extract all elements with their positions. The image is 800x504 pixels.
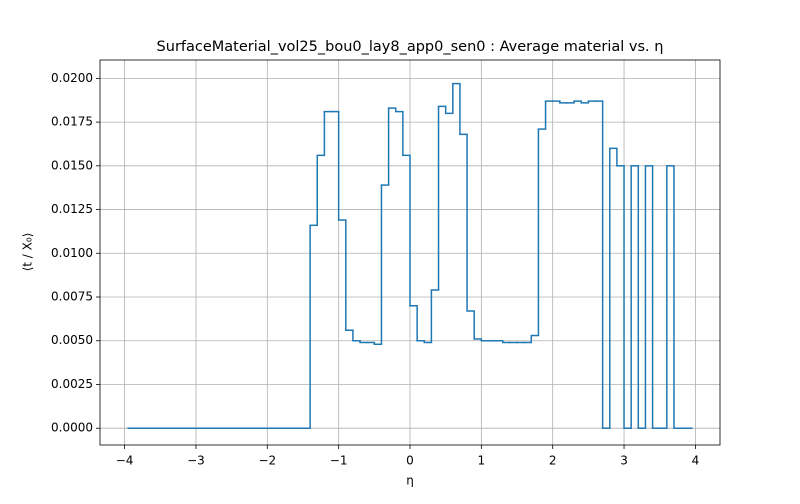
y-tick-label: 0.0200 bbox=[51, 71, 93, 85]
y-tick-label: 0.0150 bbox=[51, 158, 93, 172]
x-tick-label: −1 bbox=[330, 454, 348, 468]
x-tick-label: 1 bbox=[478, 454, 486, 468]
x-tick-label: −3 bbox=[187, 454, 205, 468]
chart-title: SurfaceMaterial_vol25_bou0_lay8_app0_sen… bbox=[157, 39, 664, 55]
y-tick-label: 0.0000 bbox=[51, 421, 93, 435]
x-tick-label: −4 bbox=[116, 454, 134, 468]
x-tick-label: 0 bbox=[406, 454, 414, 468]
x-tick-label: 3 bbox=[620, 454, 628, 468]
y-tick-label: 0.0125 bbox=[51, 202, 93, 216]
x-axis-label: η bbox=[406, 474, 414, 488]
y-tick-label: 0.0025 bbox=[51, 377, 93, 391]
x-tick-label: 4 bbox=[692, 454, 700, 468]
y-tick-label: 0.0175 bbox=[51, 115, 93, 129]
plot-frame bbox=[99, 59, 721, 446]
x-tick-label: 2 bbox=[549, 454, 557, 468]
y-tick-label: 0.0100 bbox=[51, 246, 93, 260]
y-axis-label: ⟨t / X₀⟩ bbox=[21, 233, 35, 272]
y-tick-label: 0.0075 bbox=[51, 290, 93, 304]
y-tick-label: 0.0050 bbox=[51, 333, 93, 347]
x-tick-label: −2 bbox=[258, 454, 276, 468]
